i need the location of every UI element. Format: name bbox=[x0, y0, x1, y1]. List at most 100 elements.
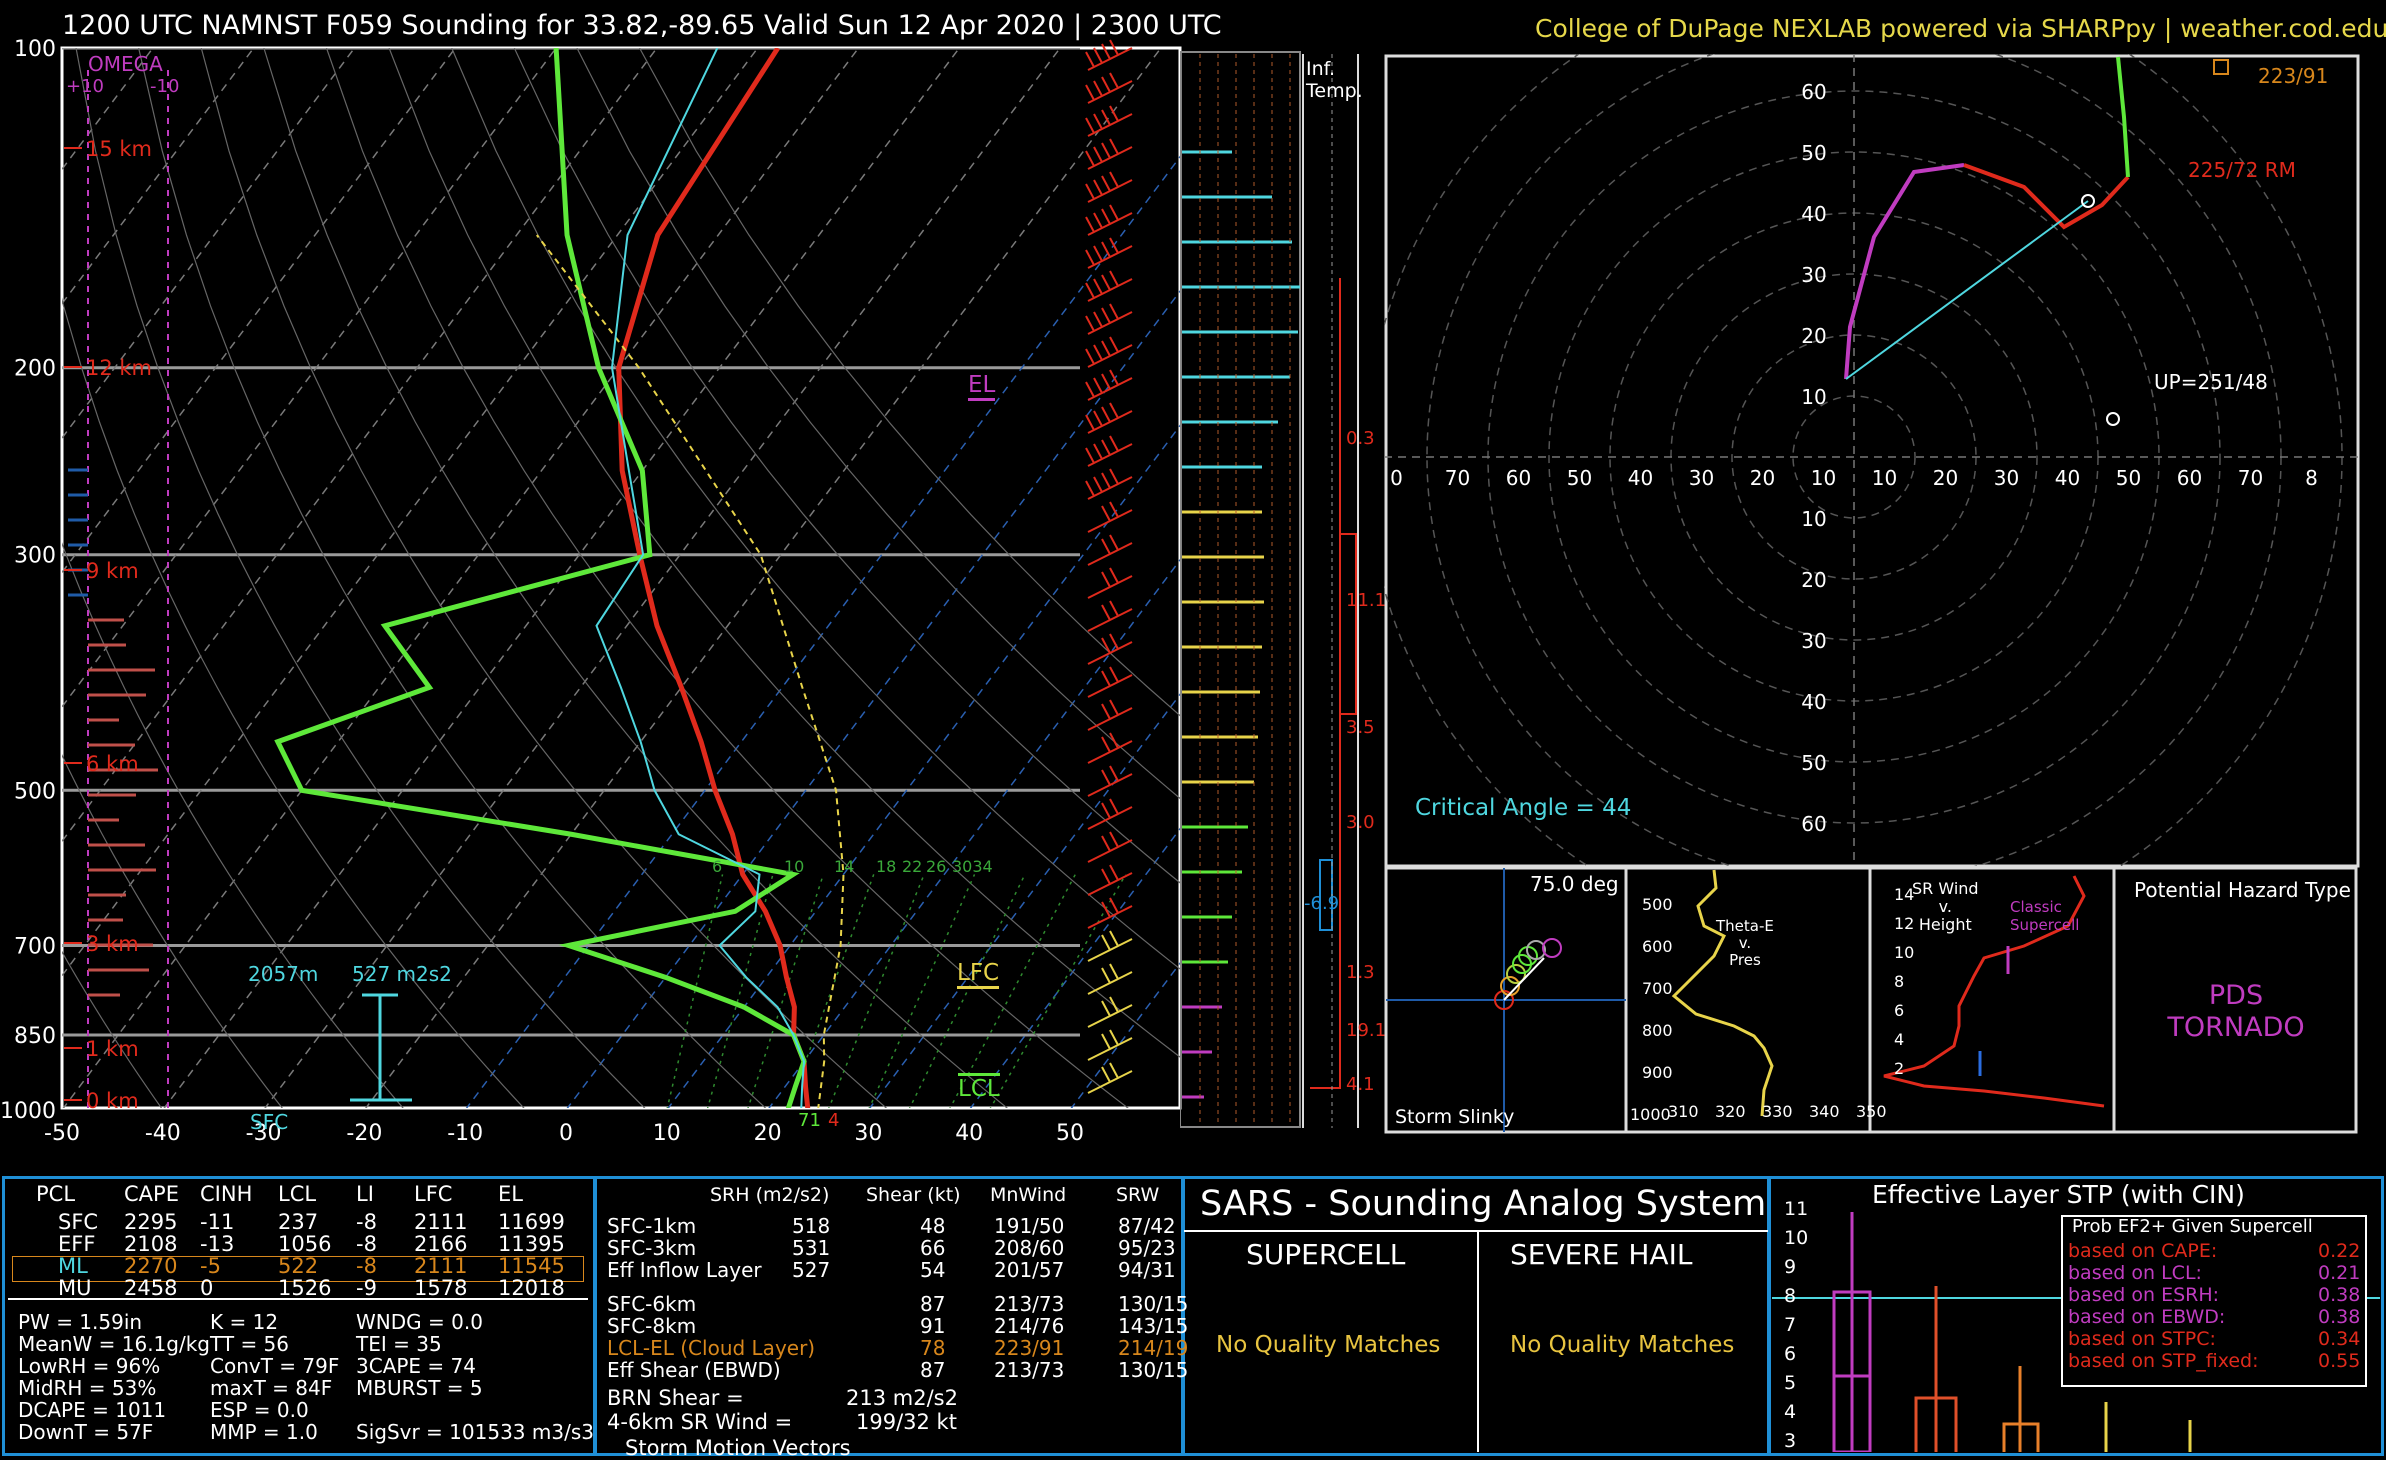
wind-barb bbox=[1085, 237, 1133, 269]
stp-legend-value: 0.21 bbox=[2318, 1262, 2361, 1284]
hodo-xtick: 60 bbox=[2177, 466, 2202, 490]
index-cell: maxT = 84F bbox=[210, 1376, 333, 1400]
hodo-trace-mid bbox=[1963, 163, 2130, 230]
index-cell: LowRH = 96% bbox=[18, 1354, 161, 1378]
dry-adiabat bbox=[62, 542, 404, 1108]
hodo-mean-marker bbox=[2213, 59, 2229, 75]
thetae-ytick: 500 bbox=[1642, 895, 1673, 914]
wind-barb bbox=[1085, 435, 1133, 467]
hodo-xtick: 0 bbox=[1390, 466, 1403, 490]
wind-barb bbox=[1085, 303, 1133, 335]
kin-cell: 78 bbox=[920, 1336, 946, 1360]
isotherm-line bbox=[364, 48, 1162, 1108]
index-cell: SigSvr = 101533 m3/s3 bbox=[356, 1420, 594, 1444]
temp-tick-label: 50 bbox=[1056, 1121, 1084, 1146]
mixing-ratio-label: 14 bbox=[834, 857, 854, 876]
hodo-ytick: 40 bbox=[1801, 690, 1826, 714]
parcel-cell: SFC bbox=[58, 1210, 99, 1234]
kin-cell: LCL-EL (Cloud Layer) bbox=[607, 1336, 816, 1360]
hodo-xtick: 50 bbox=[2116, 466, 2141, 490]
stp-ytick: 3 bbox=[1784, 1430, 1797, 1452]
parcel-cell: MU bbox=[58, 1276, 92, 1300]
inflection-box bbox=[1339, 533, 1357, 715]
wind-barb bbox=[1087, 1029, 1133, 1061]
height-label: 9 km bbox=[86, 559, 139, 583]
isotherm-line bbox=[566, 290, 1180, 1108]
hodo-xtick: 20 bbox=[1933, 466, 1958, 490]
inflection-title: Inf. Temp. bbox=[1306, 58, 1363, 102]
isotherm-line bbox=[667, 424, 1180, 1108]
temp-tick-label: 0 bbox=[559, 1121, 573, 1146]
srwind-line bbox=[1883, 875, 2105, 1108]
mixing-ratio-label: 26 bbox=[926, 857, 946, 876]
slinky-angle: 75.0 deg bbox=[1530, 872, 1619, 896]
index-cell: MeanW = 16.1g/kg bbox=[18, 1332, 210, 1356]
wind-barb bbox=[1085, 402, 1133, 434]
wind-barb bbox=[1087, 897, 1133, 929]
omega-right: -10 bbox=[150, 76, 180, 97]
hodo-ytick: 30 bbox=[1801, 263, 1826, 287]
parcel-cell: 11545 bbox=[498, 1254, 565, 1278]
dry-adiabat bbox=[513, 48, 1180, 884]
kin-cell: Eff Shear (EBWD) bbox=[607, 1358, 781, 1382]
dry-adiabat bbox=[62, 754, 283, 1108]
skewt-chart: 100 200 300 500 700 850 1000-50 -40 -30 -20 -10 0 10… bbox=[0, 37, 1182, 1146]
hodo-xtick: 40 bbox=[2055, 466, 2080, 490]
index-cell: MBURST = 5 bbox=[356, 1376, 483, 1400]
inset-panels bbox=[1384, 866, 2358, 1134]
temp-tick-label: -30 bbox=[246, 1121, 282, 1146]
skewt-frame bbox=[60, 46, 1182, 1110]
el-label: EL bbox=[968, 372, 996, 401]
wind-barb bbox=[1087, 996, 1133, 1028]
thetae-ytick: 700 bbox=[1642, 979, 1673, 998]
wind-barb bbox=[1085, 138, 1133, 170]
hazard-title: Potential Hazard Type bbox=[2134, 878, 2351, 902]
storm-motion-label: Storm Motion Vectors bbox=[625, 1436, 851, 1460]
hodo-ytick: 30 bbox=[1801, 629, 1826, 653]
sars-hail-nomatch: No Quality Matches bbox=[1510, 1332, 1735, 1358]
thetae-ytick: 600 bbox=[1642, 937, 1673, 956]
wind-barb bbox=[1087, 831, 1133, 863]
inflection-value: 4.1 bbox=[1346, 1074, 1375, 1095]
kin-cell: 213/73 bbox=[994, 1292, 1065, 1316]
parcel-cell: 522 bbox=[278, 1254, 319, 1278]
wind-barb bbox=[1087, 864, 1133, 896]
inflection-value: 3.0 bbox=[1346, 812, 1375, 833]
thetae-ytick: 800 bbox=[1642, 1021, 1673, 1040]
slinky-circles bbox=[1494, 938, 1562, 1010]
kin-cell: 54 bbox=[920, 1258, 946, 1282]
sfc-temp-label: 71 bbox=[798, 1110, 821, 1131]
parcel-cell: ML bbox=[58, 1254, 88, 1278]
pressure-tick-label: 1000 bbox=[0, 1099, 56, 1124]
stp-title: Effective Layer STP (with CIN) bbox=[1872, 1180, 2245, 1209]
index-cell: ConvT = 79F bbox=[210, 1354, 340, 1378]
sr46-label: 4-6km SR Wind = bbox=[607, 1410, 793, 1434]
isotherm-line bbox=[264, 48, 1061, 1108]
mixing-ratio-label: 3034 bbox=[952, 857, 993, 876]
parcel-cell: 2270 bbox=[124, 1254, 178, 1278]
sr46-value: 199/32 kt bbox=[856, 1410, 957, 1434]
index-cell: DownT = 57F bbox=[18, 1420, 154, 1444]
hodo-xtick: 60 bbox=[1506, 466, 1531, 490]
mixing-ratio-line bbox=[868, 874, 976, 1108]
page-title: 1200 UTC NAMNST F059 Sounding for 33.82,… bbox=[62, 10, 1222, 41]
inflection-value: -6.9 bbox=[1304, 893, 1340, 914]
wind-barb bbox=[1087, 501, 1133, 533]
hodo-ytick: 50 bbox=[1801, 141, 1826, 165]
wind-barb bbox=[1085, 204, 1133, 236]
stp-legend-value: 0.38 bbox=[2318, 1284, 2361, 1306]
kin-header: MnWind bbox=[990, 1184, 1067, 1206]
inflection-value: 0.3 bbox=[1346, 428, 1375, 449]
index-cell: DCAPE = 1011 bbox=[18, 1398, 167, 1422]
mixing-ratio-line bbox=[706, 874, 774, 1108]
parcel-header: EL bbox=[498, 1182, 523, 1206]
hodo-rm-marker bbox=[2081, 194, 2095, 208]
rm-label: 225/72 RM bbox=[2188, 158, 2296, 182]
index-cell: TEI = 35 bbox=[356, 1332, 442, 1356]
parcel-row-highlight bbox=[12, 1256, 584, 1282]
mixing-ratio-line bbox=[908, 874, 1026, 1108]
kin-cell: 91 bbox=[920, 1314, 946, 1338]
kin-cell: 214/76 bbox=[994, 1314, 1065, 1338]
mixing-ratio-line bbox=[666, 874, 724, 1108]
kin-cell: 87/42 bbox=[1118, 1214, 1176, 1238]
